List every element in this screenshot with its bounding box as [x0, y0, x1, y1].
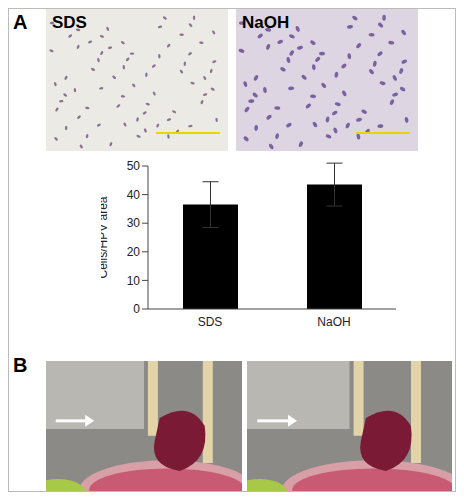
svg-text:NaOH: NaOH — [317, 315, 350, 329]
html-text:NaOH: NaOH — [242, 13, 290, 32]
html-text:SDS: SDS — [52, 13, 87, 32]
svg-text:SDS: SDS — [198, 315, 223, 329]
svg-text:20: 20 — [127, 245, 141, 259]
svg-text:0: 0 — [133, 302, 140, 316]
svg-text:Cells/HPV area: Cells/HPV area — [101, 196, 110, 278]
html-text:A: A — [13, 11, 28, 33]
svg-text:40: 40 — [127, 188, 141, 202]
html-text:B: B — [13, 354, 28, 376]
svg-text:10: 10 — [127, 274, 141, 288]
svg-text:50: 50 — [127, 159, 141, 173]
svg-text:30: 30 — [127, 216, 141, 230]
